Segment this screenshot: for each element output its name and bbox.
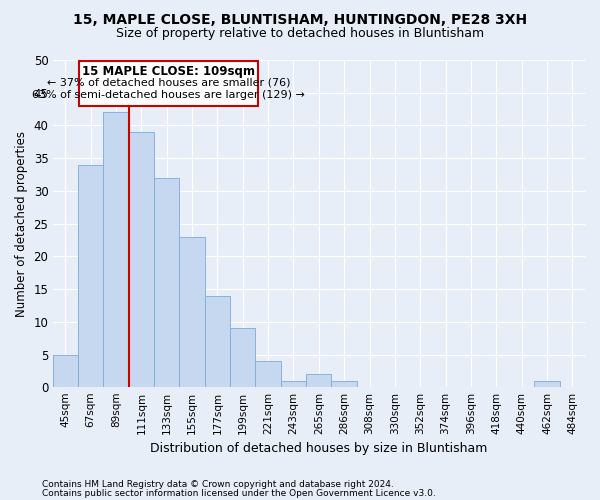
Text: Contains HM Land Registry data © Crown copyright and database right 2024.: Contains HM Land Registry data © Crown c… — [42, 480, 394, 489]
Bar — [53, 354, 78, 388]
Bar — [179, 237, 205, 388]
Text: 63% of semi-detached houses are larger (129) →: 63% of semi-detached houses are larger (… — [32, 90, 305, 100]
Bar — [154, 178, 179, 388]
Text: Contains public sector information licensed under the Open Government Licence v3: Contains public sector information licen… — [42, 488, 436, 498]
FancyBboxPatch shape — [79, 62, 258, 106]
Bar — [205, 296, 230, 388]
Bar — [103, 112, 128, 388]
Text: Size of property relative to detached houses in Bluntisham: Size of property relative to detached ho… — [116, 28, 484, 40]
Y-axis label: Number of detached properties: Number of detached properties — [15, 130, 28, 316]
Bar — [230, 328, 256, 388]
Text: 15 MAPLE CLOSE: 109sqm: 15 MAPLE CLOSE: 109sqm — [82, 65, 255, 78]
Bar — [534, 381, 560, 388]
Bar — [78, 165, 103, 388]
Text: ← 37% of detached houses are smaller (76): ← 37% of detached houses are smaller (76… — [47, 78, 290, 88]
Bar — [281, 381, 306, 388]
Bar — [306, 374, 331, 388]
Bar — [256, 361, 281, 388]
Bar — [128, 132, 154, 388]
Bar — [331, 381, 357, 388]
Text: 15, MAPLE CLOSE, BLUNTISHAM, HUNTINGDON, PE28 3XH: 15, MAPLE CLOSE, BLUNTISHAM, HUNTINGDON,… — [73, 12, 527, 26]
X-axis label: Distribution of detached houses by size in Bluntisham: Distribution of detached houses by size … — [150, 442, 487, 455]
